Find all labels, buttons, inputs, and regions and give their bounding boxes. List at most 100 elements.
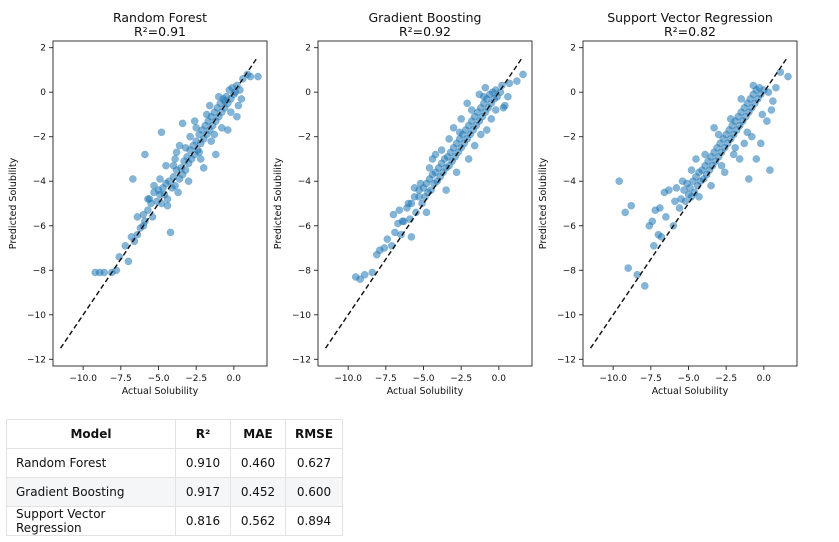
- data-point: [482, 126, 491, 134]
- data-point: [749, 81, 758, 90]
- data-point: [717, 161, 726, 170]
- identity-reference-line: [324, 58, 523, 349]
- y-tick-label: −4: [33, 177, 47, 187]
- y-tick-label: −6: [33, 222, 47, 232]
- data-point: [380, 244, 389, 252]
- data-point: [202, 110, 211, 119]
- y-tick-label: 2: [40, 44, 46, 54]
- y-tick-label: −10: [27, 311, 46, 321]
- data-point: [649, 241, 658, 250]
- data-point: [766, 166, 774, 174]
- data-point: [657, 233, 666, 241]
- data-point: [133, 213, 142, 221]
- data-point: [463, 99, 472, 108]
- data-point: [418, 199, 426, 208]
- data-point: [695, 192, 703, 201]
- data-point: [165, 177, 173, 186]
- data-point: [422, 208, 431, 217]
- y-tick-label: −8: [298, 266, 312, 276]
- data-point: [171, 181, 179, 190]
- data-point: [752, 155, 761, 163]
- y-tick-label: 0: [305, 88, 311, 98]
- x-tick-label: −7.5: [110, 374, 132, 384]
- y-tick-label: −6: [563, 222, 577, 232]
- x-tick-label: −5.0: [678, 374, 700, 384]
- data-point: [368, 268, 377, 277]
- data-point: [499, 103, 508, 112]
- table-row: Gradient Boosting 0.917 0.452 0.600: [6, 477, 344, 507]
- y-tick-label: −2: [298, 133, 311, 143]
- y-tick-label: −8: [33, 266, 47, 276]
- data-point: [701, 150, 709, 159]
- data-point: [124, 257, 133, 266]
- data-point: [226, 108, 235, 117]
- data-point: [186, 132, 194, 141]
- y-tick-label: −12: [292, 355, 311, 365]
- header-model: Model: [6, 419, 176, 449]
- cell-r2: 0.910: [175, 448, 231, 478]
- plot-frame: [582, 40, 798, 367]
- plot-frame: [317, 40, 533, 367]
- cell-mae: 0.452: [230, 477, 286, 507]
- data-point: [731, 143, 740, 152]
- chart-panel-support-vector-regression: Support Vector Regression R²=0.82 2 0 −2 −4 −6…: [530, 0, 798, 400]
- data-point: [412, 208, 420, 217]
- cell-r2: 0.917: [175, 477, 231, 507]
- data-point: [729, 150, 738, 159]
- data-point: [428, 155, 437, 163]
- chart-panel-random-forest: Random Forest R²=0.91 2 0 −2 −4 −6 −8 −10 −12 −10.…: [0, 0, 268, 400]
- data-point: [615, 177, 624, 186]
- y-tick-label: 2: [305, 44, 311, 54]
- data-point: [121, 241, 130, 250]
- data-point: [205, 101, 214, 110]
- data-point: [184, 177, 193, 186]
- x-tick-label: −5.0: [413, 374, 435, 384]
- data-point: [100, 268, 109, 277]
- data-point: [756, 139, 765, 148]
- data-point: [190, 117, 199, 125]
- data-point: [519, 70, 527, 79]
- chart-panel-gradient-boosting: Gradient Boosting R²=0.92 2 0 −2 −4 −6 −8 −10 −12…: [265, 0, 533, 400]
- data-point: [737, 95, 746, 103]
- data-point: [112, 266, 121, 275]
- data-point: [156, 175, 164, 183]
- data-point: [427, 186, 435, 194]
- data-point: [395, 206, 404, 215]
- data-point: [743, 128, 752, 137]
- data-point: [404, 199, 413, 208]
- cell-rmse: 0.627: [284, 448, 344, 478]
- data-point: [407, 233, 416, 241]
- chart-title: Random Forest: [113, 10, 207, 25]
- data-point: [141, 150, 149, 159]
- data-point: [217, 123, 226, 132]
- data-point: [772, 83, 780, 92]
- data-point: [784, 72, 792, 81]
- data-point: [457, 115, 466, 123]
- data-point: [174, 188, 182, 197]
- data-point: [416, 179, 425, 188]
- x-tick-label: −10.0: [69, 374, 97, 384]
- data-point: [192, 123, 201, 132]
- table-row: Random Forest 0.910 0.460 0.627: [6, 448, 344, 478]
- scatter-points: [351, 70, 527, 284]
- data-point: [758, 110, 767, 119]
- data-point: [157, 128, 166, 137]
- plot-frame: [52, 40, 268, 367]
- cell-model: Random Forest: [6, 448, 176, 478]
- data-point: [764, 88, 773, 97]
- y-tick-label: −8: [563, 266, 577, 276]
- data-point: [481, 83, 490, 92]
- data-point: [675, 204, 684, 212]
- data-point: [475, 90, 484, 99]
- data-point: [513, 77, 521, 85]
- x-tick-label: −7.5: [375, 374, 397, 384]
- data-point: [172, 148, 181, 157]
- data-point: [144, 195, 152, 203]
- header-r2: R²: [175, 419, 231, 449]
- data-point: [467, 106, 476, 114]
- data-point: [162, 161, 170, 170]
- x-axis-label: Actual Solubility: [387, 386, 464, 397]
- data-point: [181, 143, 190, 152]
- x-tick-label: −5.0: [148, 374, 170, 384]
